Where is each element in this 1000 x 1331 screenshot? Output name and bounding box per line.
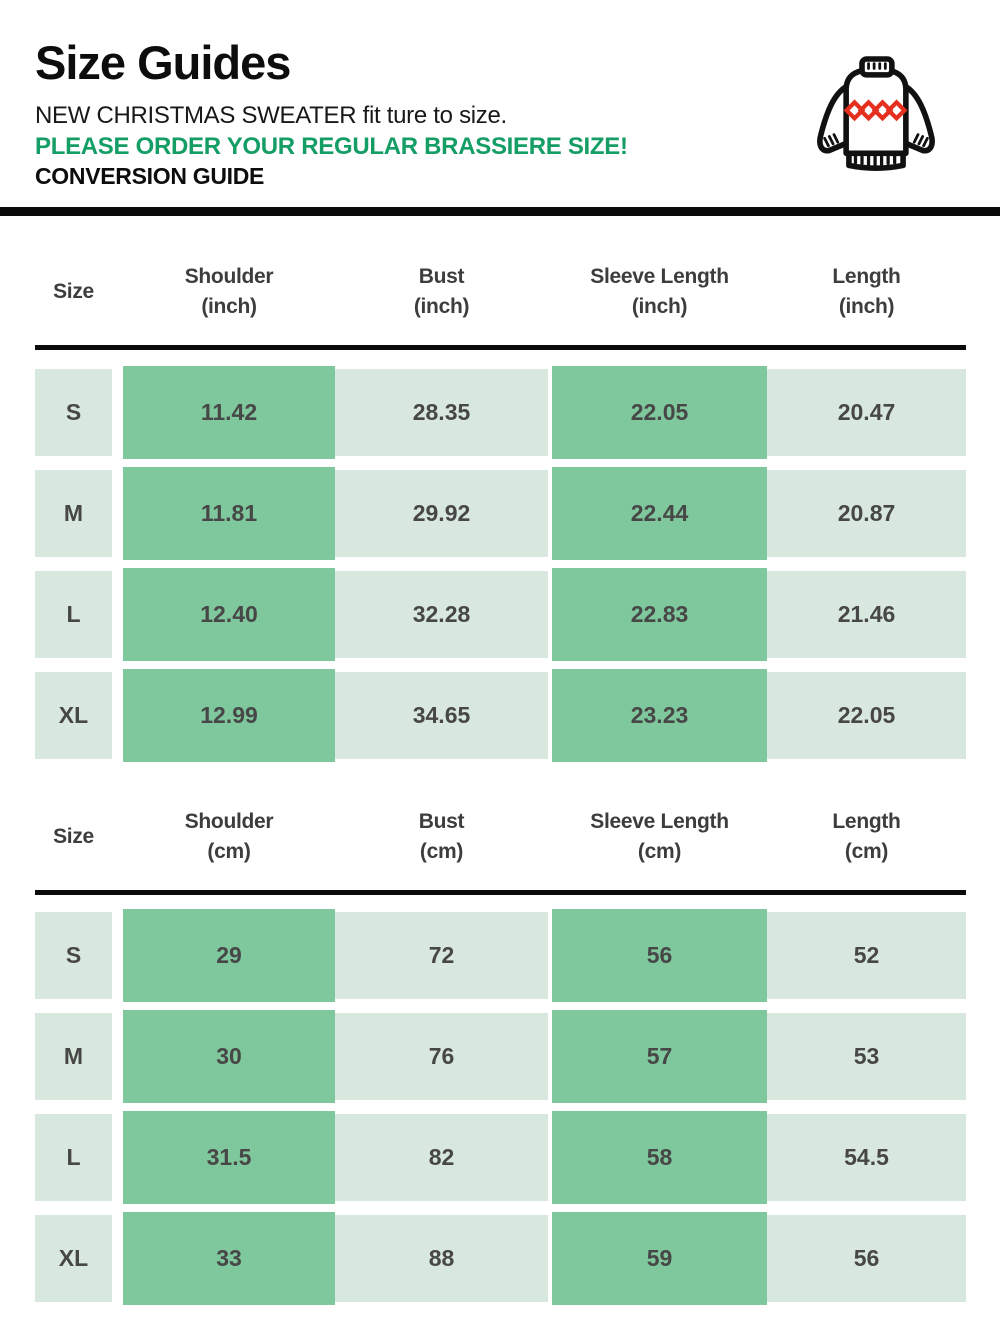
column-header-bust: Bust (cm) xyxy=(418,810,465,863)
shoulder-value-cell: 31.5 xyxy=(123,1111,335,1204)
column-header-size: Size xyxy=(53,825,94,848)
column-header-shoulder: Shoulder (cm) xyxy=(184,810,274,863)
column-header-sleeve-length: Sleeve Length (cm) xyxy=(590,810,729,863)
shoulder-value-cell: 11.42 xyxy=(123,366,335,459)
inch-table-row-xl: XL 12.99 34.65 23.23 22.05 xyxy=(35,669,966,762)
length-value-cell: 54.5 xyxy=(767,1114,966,1201)
column-header-sleeve-length: Sleeve Length (inch) xyxy=(590,265,729,318)
column-gap xyxy=(112,571,123,658)
size-label-cell: XL xyxy=(35,1215,112,1302)
length-value-cell: 20.47 xyxy=(767,369,966,456)
sleeve-value-cell: 58 xyxy=(552,1111,767,1204)
length-value-cell: 22.05 xyxy=(767,672,966,759)
cm-table-row-s: S 29 72 56 52 xyxy=(35,909,966,1002)
column-gap xyxy=(112,912,123,999)
size-label-cell: S xyxy=(35,912,112,999)
inch-table-row-l: L 12.40 32.28 22.83 21.46 xyxy=(35,568,966,661)
size-label-cell: S xyxy=(35,369,112,456)
christmas-sweater-icon xyxy=(806,56,946,179)
bust-value-cell: 76 xyxy=(335,1013,548,1100)
column-gap xyxy=(112,1215,123,1302)
size-label-cell: M xyxy=(35,1013,112,1100)
column-header-shoulder: Shoulder (inch) xyxy=(184,265,274,318)
bust-value-cell: 32.28 xyxy=(335,571,548,658)
bust-value-cell: 88 xyxy=(335,1215,548,1302)
sleeve-value-cell: 22.44 xyxy=(552,467,767,560)
bust-value-cell: 72 xyxy=(335,912,548,999)
inch-table-header-rule xyxy=(35,345,966,350)
shoulder-value-cell: 30 xyxy=(123,1010,335,1103)
shoulder-value-cell: 11.81 xyxy=(123,467,335,560)
inch-table-header-row: Size Shoulder (inch) Bust (inch) Sleeve Le… xyxy=(35,252,966,332)
bust-value-cell: 28.35 xyxy=(335,369,548,456)
shoulder-value-cell: 12.99 xyxy=(123,669,335,762)
length-value-cell: 52 xyxy=(767,912,966,999)
order-notice: PLEASE ORDER YOUR REGULAR BRASSIERE SIZE… xyxy=(35,133,628,160)
shoulder-value-cell: 33 xyxy=(123,1212,335,1305)
size-label-cell: L xyxy=(35,571,112,658)
size-label-cell: XL xyxy=(35,672,112,759)
column-gap xyxy=(112,470,123,557)
column-gap xyxy=(112,1114,123,1201)
cm-table-row-l: L 31.5 82 58 54.5 xyxy=(35,1111,966,1204)
length-value-cell: 20.87 xyxy=(767,470,966,557)
column-header-bust: Bust (inch) xyxy=(413,265,470,318)
length-value-cell: 56 xyxy=(767,1215,966,1302)
column-header-length: Length (cm) xyxy=(832,810,901,863)
section-divider xyxy=(0,207,1000,216)
bust-value-cell: 82 xyxy=(335,1114,548,1201)
shoulder-value-cell: 12.40 xyxy=(123,568,335,661)
column-gap xyxy=(112,1013,123,1100)
sleeve-value-cell: 23.23 xyxy=(552,669,767,762)
column-header-size: Size xyxy=(53,280,94,303)
size-label-cell: L xyxy=(35,1114,112,1201)
column-gap xyxy=(112,369,123,456)
inch-table-row-m: M 11.81 29.92 22.44 20.87 xyxy=(35,467,966,560)
column-header-length: Length (inch) xyxy=(832,265,901,318)
column-gap xyxy=(112,672,123,759)
size-label-cell: M xyxy=(35,470,112,557)
inch-table-row-s: S 11.42 28.35 22.05 20.47 xyxy=(35,366,966,459)
cm-table-header-rule xyxy=(35,890,966,895)
column-gap xyxy=(112,797,123,884)
sleeve-value-cell: 22.83 xyxy=(552,568,767,661)
cm-table-row-m: M 30 76 57 53 xyxy=(35,1010,966,1103)
length-value-cell: 53 xyxy=(767,1013,966,1100)
cm-table-row-xl: XL 33 88 59 56 xyxy=(35,1212,966,1305)
column-gap xyxy=(112,252,123,339)
conversion-guide-label: CONVERSION GUIDE xyxy=(35,163,265,189)
bust-value-cell: 29.92 xyxy=(335,470,548,557)
cm-table-header-row: Size Shoulder (cm) Bust (cm) Sleeve Length… xyxy=(35,797,966,877)
sleeve-value-cell: 22.05 xyxy=(552,366,767,459)
sleeve-value-cell: 59 xyxy=(552,1212,767,1305)
page-title: Size Guides xyxy=(35,36,291,89)
shoulder-value-cell: 29 xyxy=(123,909,335,1002)
length-value-cell: 21.46 xyxy=(767,571,966,658)
sleeve-value-cell: 56 xyxy=(552,909,767,1002)
bust-value-cell: 34.65 xyxy=(335,672,548,759)
fit-subtitle: NEW CHRISTMAS SWEATER fit ture to size. xyxy=(35,102,507,129)
sleeve-value-cell: 57 xyxy=(552,1010,767,1103)
